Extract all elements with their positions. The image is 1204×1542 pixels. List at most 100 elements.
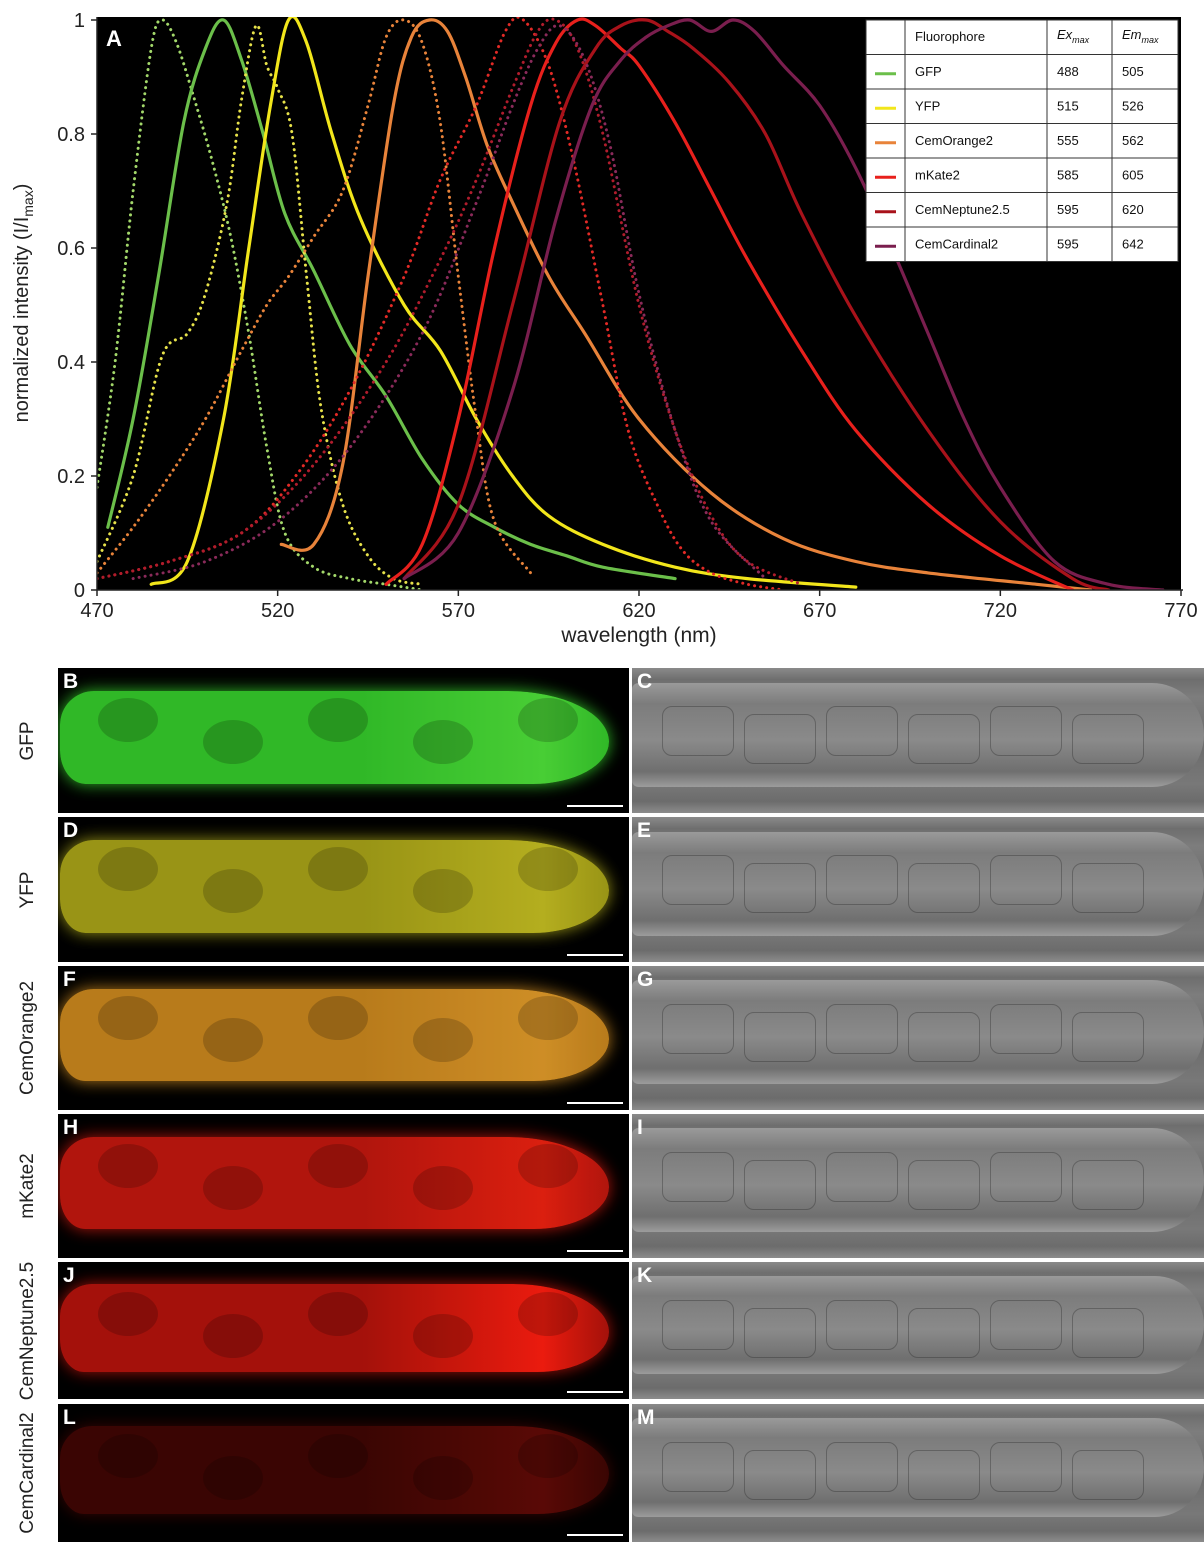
panel-row-yfp: YFP D E <box>0 817 1204 962</box>
y-axis-label-main: normalized intensity (I/I <box>11 217 33 423</box>
nucleus-blob <box>518 1292 578 1336</box>
nucleus-blob <box>413 720 473 764</box>
embryo-outline <box>744 1450 816 1500</box>
nucleus-blob <box>308 847 368 891</box>
row-label-text: CemNeptune2.5 <box>17 1261 38 1400</box>
panel-letter: K <box>637 1264 653 1287</box>
panel-row-gfp: GFP B C <box>0 668 1204 813</box>
panel-row-mkate2: mKate2 H I <box>0 1114 1204 1258</box>
nucleus-blob <box>413 1018 473 1062</box>
nucleus-blob <box>203 720 263 764</box>
nucleus-blob <box>308 996 368 1040</box>
y-tick-label: 0.4 <box>57 352 85 374</box>
worm-body-dic <box>632 1275 1204 1375</box>
worm-body-dic <box>632 831 1204 936</box>
nucleus-blob <box>308 1292 368 1336</box>
embryo-outline <box>1072 1160 1144 1210</box>
nucleus-blob <box>413 869 473 913</box>
embryo-outline <box>990 1442 1062 1492</box>
row-label: CemNeptune2.5 <box>0 1261 56 1400</box>
panel-row-cemcardinal2: CemCardinal2 L M <box>0 1404 1204 1542</box>
brightfield-image: C <box>632 668 1204 813</box>
series-cemneptune2-5-em <box>402 18 1111 590</box>
legend-header-fluorophore: Fluorophore <box>915 29 985 44</box>
row-label-text: CemCardinal2 <box>17 1412 38 1534</box>
x-tick-label: 520 <box>261 600 294 622</box>
row-label: CemCardinal2 <box>0 1404 56 1542</box>
panel-letter: G <box>637 968 654 991</box>
fluorescence-image: B <box>58 668 629 813</box>
embryo-outline <box>744 714 816 764</box>
legend-header-sub: max <box>1142 35 1160 45</box>
embryo-outline <box>744 863 816 913</box>
embryo-outline <box>990 1300 1062 1350</box>
scale-bar <box>567 1250 623 1252</box>
embryo-outline <box>908 1450 980 1500</box>
nucleus-blob <box>98 996 158 1040</box>
panel-letter: L <box>63 1406 76 1429</box>
legend-row-em: 526 <box>1122 98 1144 113</box>
fluorescence-image: H <box>58 1114 629 1258</box>
legend-row-ex: 595 <box>1057 202 1079 217</box>
legend-header-text: Em <box>1122 27 1142 42</box>
worm-body-dic <box>632 1128 1204 1233</box>
scale-bar <box>567 1391 623 1393</box>
embryo-outline <box>1072 1450 1144 1500</box>
scale-bar <box>567 805 623 807</box>
embryo-outline <box>826 706 898 756</box>
legend-row-ex: 555 <box>1057 133 1079 148</box>
legend-row-ex: 515 <box>1057 98 1079 113</box>
embryo-outline <box>990 855 1062 905</box>
brightfield-image: K <box>632 1262 1204 1399</box>
embryo-outline <box>1072 1012 1144 1062</box>
embryo-outline <box>1072 714 1144 764</box>
embryo-outline <box>1072 1308 1144 1358</box>
nucleus-blob <box>308 1144 368 1188</box>
legend-header-em: Emmax <box>1122 27 1159 45</box>
embryo-outline <box>826 855 898 905</box>
panel-letter: B <box>63 670 79 693</box>
worm-fluorescence-shape <box>60 840 609 933</box>
panel-letter: H <box>63 1116 79 1139</box>
nucleus-blob <box>98 847 158 891</box>
embryo-outline <box>662 1300 734 1350</box>
embryo-outline <box>908 863 980 913</box>
y-axis-label: normalized intensity (I/Imax) <box>11 184 36 423</box>
row-label: CemOrange2 <box>0 966 56 1110</box>
worm-body-dic <box>632 682 1204 787</box>
series-yfp-em <box>149 17 858 589</box>
legend-row-ex: 595 <box>1057 236 1079 251</box>
legend-table-background <box>865 19 1179 262</box>
legend-header-sub: max <box>1072 35 1090 45</box>
x-tick-label: 470 <box>80 600 113 622</box>
legend-header-ex: Exmax <box>1057 27 1090 45</box>
panel-letter: E <box>637 819 652 842</box>
nucleus-blob <box>413 1166 473 1210</box>
embryo-outline <box>908 1012 980 1062</box>
worm-fluorescence-shape <box>60 1283 609 1372</box>
legend-row-em: 605 <box>1122 167 1144 182</box>
embryo-outline <box>662 1004 734 1054</box>
legend-row-name: CemCardinal2 <box>915 236 998 251</box>
panel-row-cemneptune2-5: CemNeptune2.5 J K <box>0 1261 1204 1400</box>
y-tick-label: 0 <box>74 580 85 602</box>
nucleus-blob <box>203 869 263 913</box>
worm-fluorescence-shape <box>60 691 609 784</box>
y-tick-label: 0.6 <box>57 238 85 260</box>
spectra-chart: 470 520 570 620 670 720 770 0 0.2 0.4 0.6 0.8 1 A wa… <box>11 10 1198 647</box>
x-tick-label: 620 <box>622 600 655 622</box>
panel-letter: J <box>63 1264 75 1287</box>
embryo-outline <box>826 1300 898 1350</box>
series-cemcardinal2-em <box>402 18 1165 590</box>
embryo-outline <box>744 1308 816 1358</box>
brightfield-image: G <box>632 966 1204 1110</box>
legend-row-name: GFP <box>915 64 942 79</box>
embryo-outline <box>826 1442 898 1492</box>
panel-letter: D <box>63 819 79 842</box>
embryo-outline <box>826 1004 898 1054</box>
legend-header-text: Ex <box>1057 27 1073 42</box>
y-tick-label: 0.8 <box>57 124 85 146</box>
series-yfp-ex <box>97 23 424 586</box>
legend-row-em: 642 <box>1122 236 1144 251</box>
